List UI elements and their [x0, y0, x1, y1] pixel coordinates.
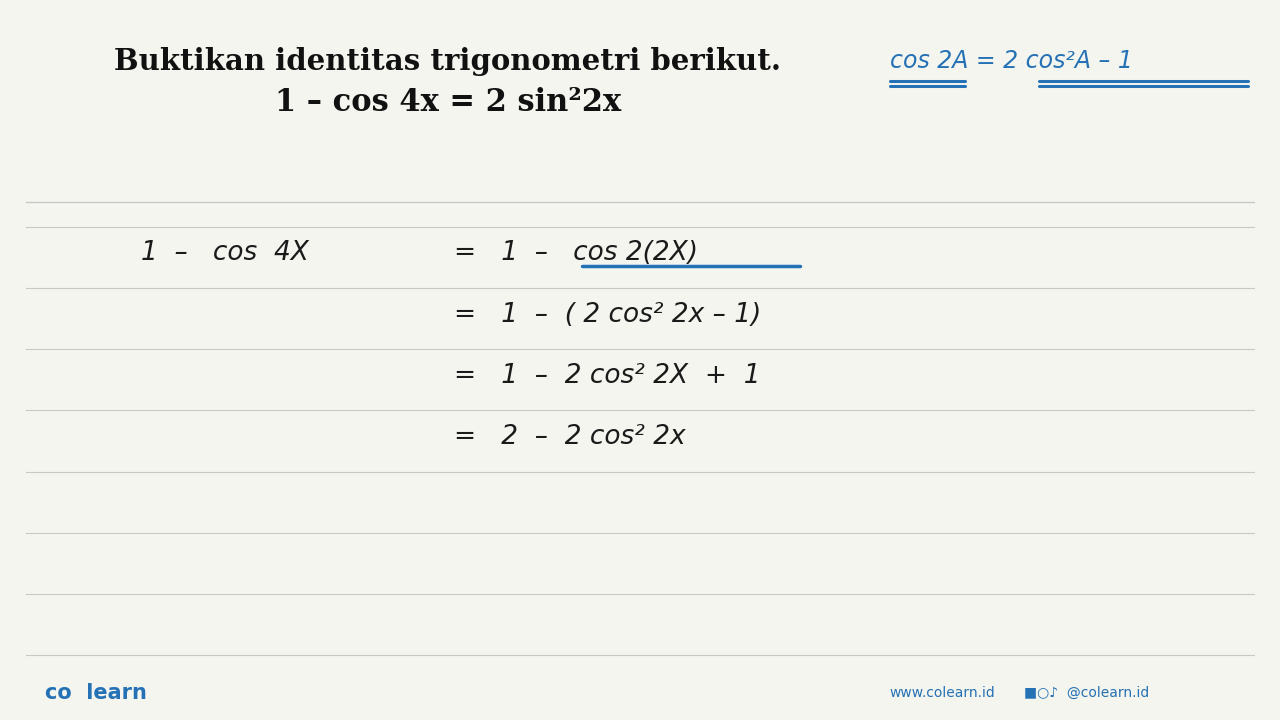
Text: =   1  –  ( 2 cos² 2x – 1): = 1 – ( 2 cos² 2x – 1): [454, 302, 762, 328]
Text: =   1  –   cos 2(2X): = 1 – cos 2(2X): [454, 240, 699, 266]
Text: cos 2A = 2 cos²A – 1: cos 2A = 2 cos²A – 1: [890, 49, 1133, 73]
Text: =   1  –  2 cos² 2X  +  1: = 1 – 2 cos² 2X + 1: [454, 363, 760, 389]
Text: www.colearn.id: www.colearn.id: [890, 685, 996, 700]
Text: 1 – cos 4x = 2 sin²2x: 1 – cos 4x = 2 sin²2x: [275, 86, 621, 118]
Text: =   2  –  2 cos² 2x: = 2 – 2 cos² 2x: [454, 424, 686, 450]
Text: ■○♪  @colearn.id: ■○♪ @colearn.id: [1024, 685, 1149, 700]
Text: co  learn: co learn: [45, 683, 147, 703]
Text: Buktikan identitas trigonometri berikut.: Buktikan identitas trigonometri berikut.: [114, 47, 782, 76]
Text: 1  –   cos  4X: 1 – cos 4X: [141, 240, 308, 266]
